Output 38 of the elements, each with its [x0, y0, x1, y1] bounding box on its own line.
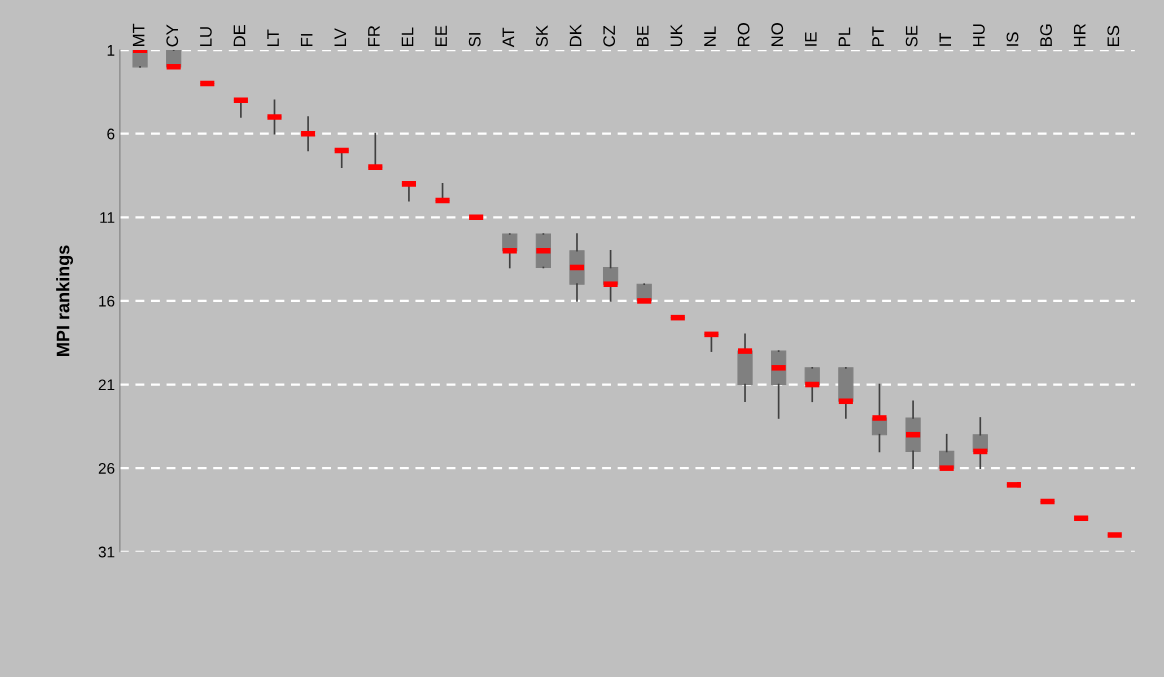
- x-tick-label: AT: [502, 27, 515, 48]
- x-tick-label: LV: [334, 28, 347, 46]
- x-tick-label: ES: [1107, 25, 1120, 46]
- x-tick-label: PL: [838, 27, 851, 46]
- x-tick-label: FR: [368, 25, 380, 46]
- y-tick-label: 16: [99, 295, 115, 307]
- x-tick-label: UK: [670, 24, 683, 47]
- y-tick-label: 11: [100, 212, 115, 223]
- x-tick-label: CY: [166, 24, 179, 47]
- x-tick-label: BE: [637, 25, 649, 46]
- x-tick-label: IS: [1006, 32, 1019, 46]
- x-tick-label: DE: [233, 24, 246, 46]
- x-tick-label: HR: [1073, 24, 1086, 46]
- y-tick-label: 1: [107, 45, 115, 56]
- x-tick-label: EE: [435, 25, 447, 46]
- x-tick-label: LU: [200, 27, 212, 46]
- x-tick-label: SI: [468, 33, 481, 47]
- x-tick-label: DK: [569, 24, 582, 46]
- y-tick-label: 26: [98, 463, 115, 474]
- x-tick-label: HU: [973, 24, 985, 46]
- x-tick-label: MT: [132, 23, 145, 46]
- x-tick-label: NO: [771, 23, 784, 46]
- x-tick-label: SE: [905, 25, 918, 47]
- x-tick-label: NL: [704, 26, 716, 46]
- y-tick-label: 6: [107, 128, 115, 140]
- x-tick-label: LT: [267, 29, 279, 46]
- x-tick-label: BG: [1040, 24, 1052, 46]
- y-tick-label: 21: [98, 379, 115, 391]
- x-tick-label: IE: [805, 32, 817, 46]
- x-tick-label: SK: [536, 25, 548, 47]
- x-tick-label: RO: [737, 23, 750, 46]
- x-tick-label: PT: [872, 26, 884, 46]
- y-axis-title: MPI rankings: [56, 245, 74, 356]
- x-tick-label: CZ: [603, 25, 616, 47]
- x-tick-label: IT: [939, 32, 951, 46]
- y-tick-label: 31: [98, 546, 115, 558]
- x-tick-label: FI: [300, 34, 313, 46]
- x-tick-label: EL: [401, 27, 414, 46]
